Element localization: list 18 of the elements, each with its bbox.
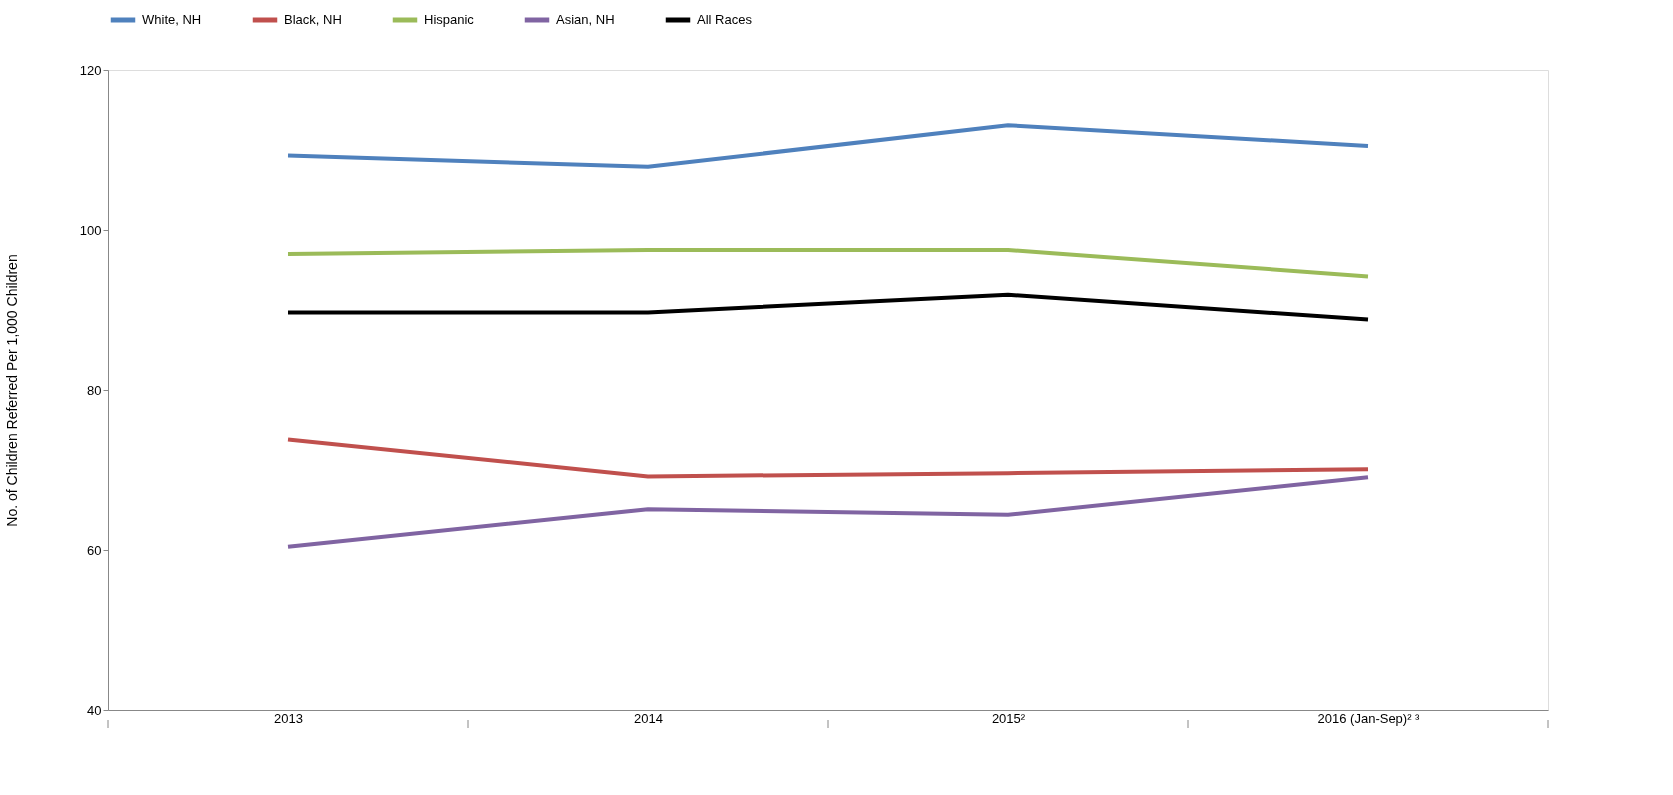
x-tick-label: 2015² [991, 710, 1026, 726]
line-series [286, 123, 1370, 169]
y-tick-label: 40 [87, 702, 102, 718]
y-tick-label: 80 [87, 382, 102, 398]
legend-label: All Races [697, 12, 753, 27]
legend-label: Hispanic [424, 12, 475, 27]
x-tick-label: 2013 [274, 710, 303, 726]
legend-label: Black, NH [284, 12, 342, 27]
legend-label: White, NH [142, 12, 202, 27]
y-tick-label: 120 [79, 62, 102, 78]
line-series [286, 437, 1370, 479]
x-tick-label: 2014 [634, 710, 663, 726]
legend-label: Asian, NH [556, 12, 615, 27]
line-series [286, 475, 1370, 549]
y-tick-label: 100 [79, 222, 102, 238]
y-axis-title: No. of Children Referred Per 1,000 Children [3, 254, 20, 527]
x-tick-label: 2016 (Jan-Sep)² ³ [1317, 710, 1421, 726]
y-tick-label: 60 [87, 542, 102, 558]
